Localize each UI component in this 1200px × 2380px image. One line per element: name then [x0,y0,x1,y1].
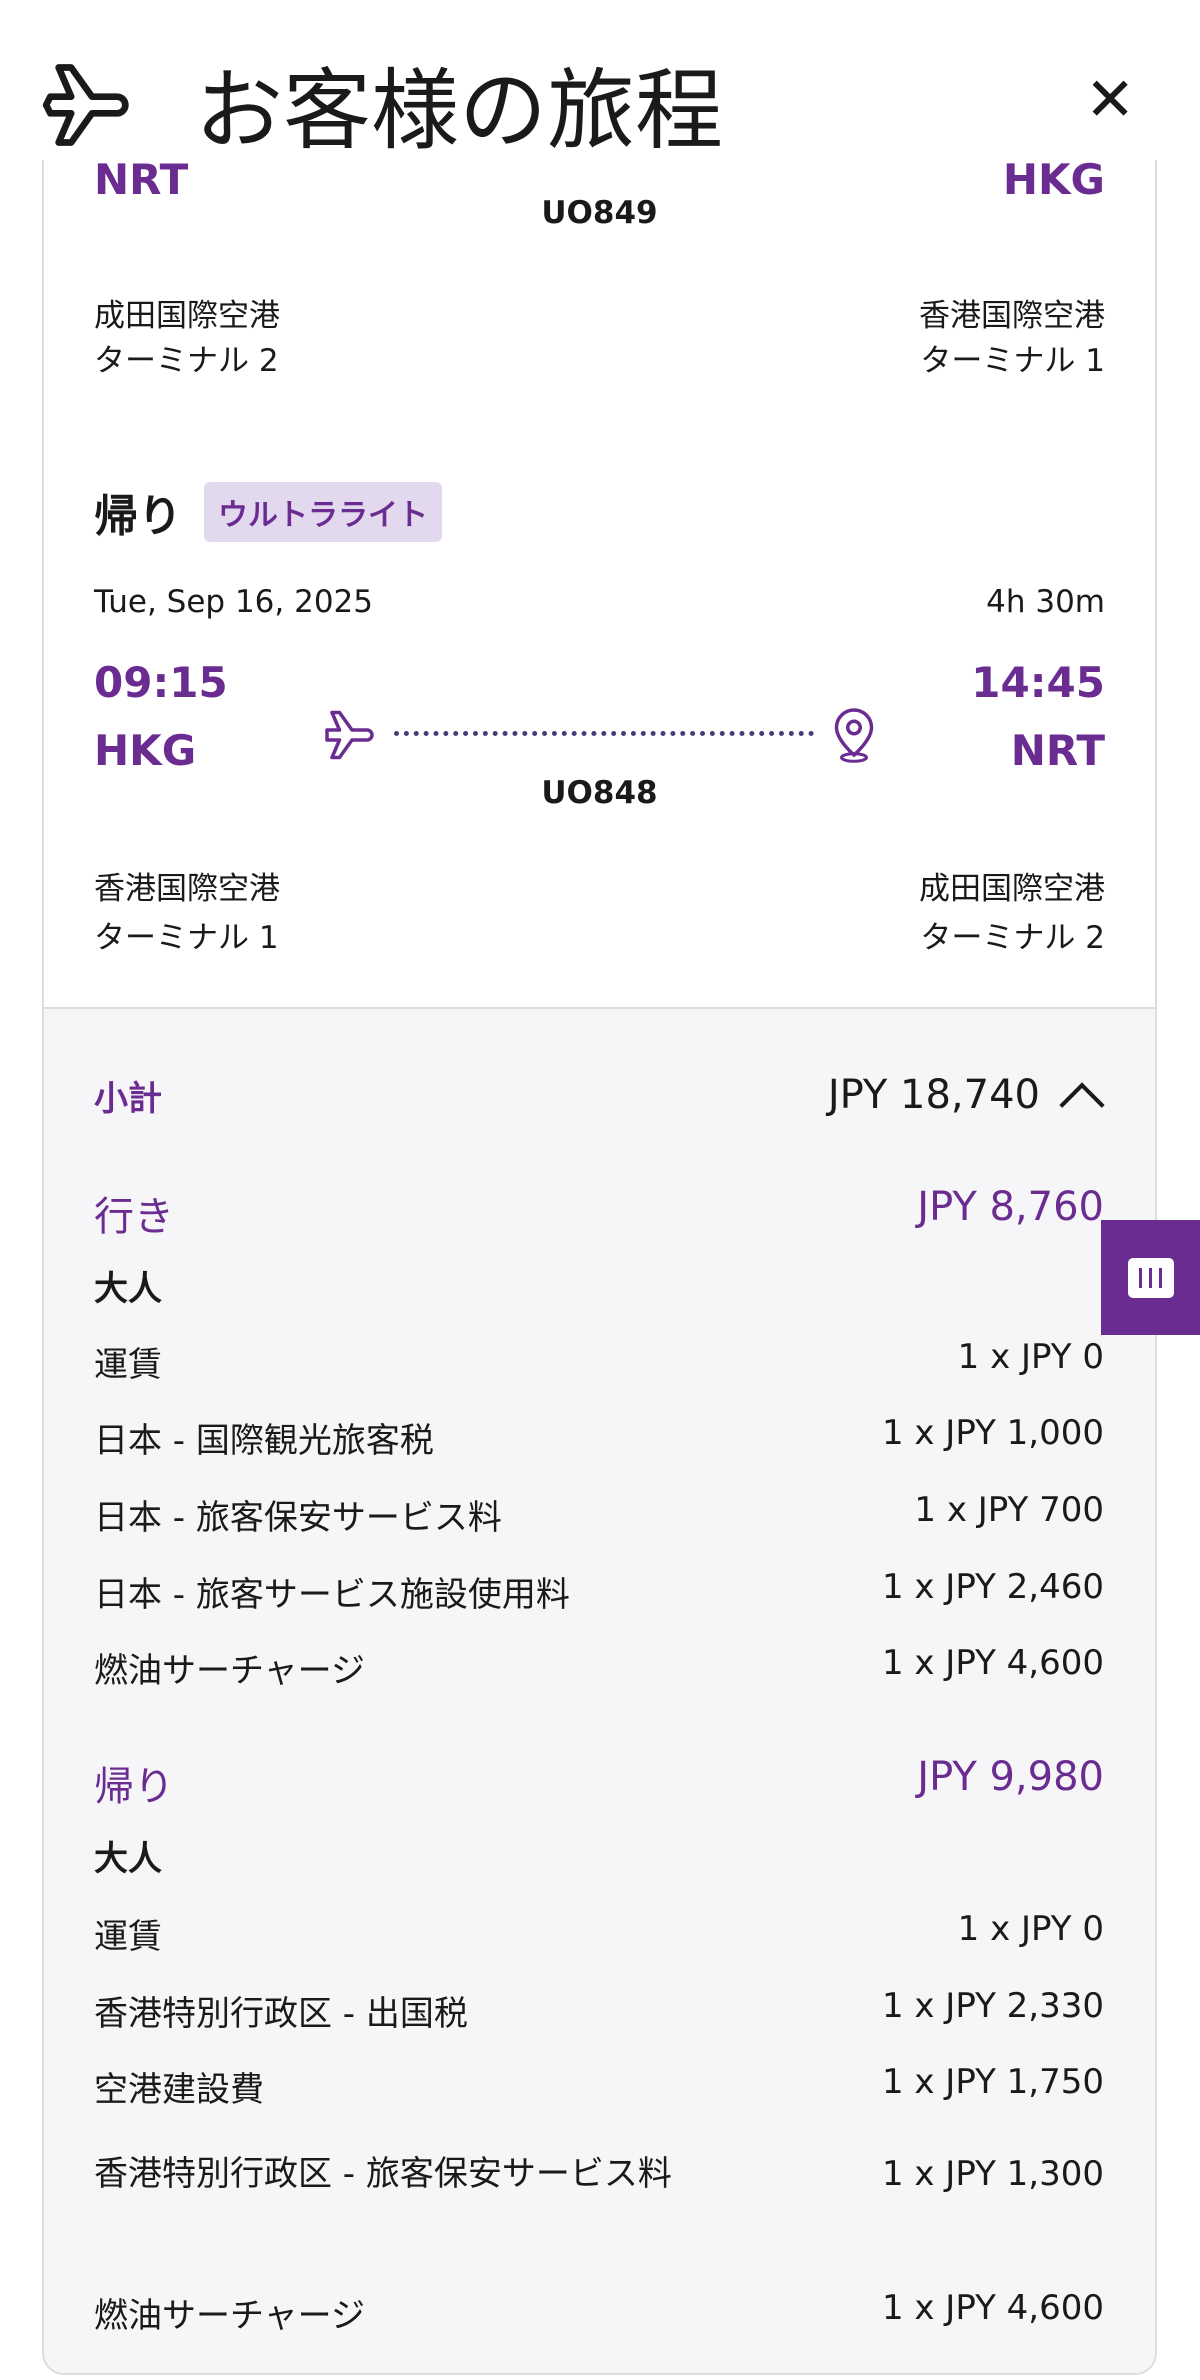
outbound-pax: 大人 [94,1261,1104,1310]
fee-name: 日本 - 旅客サービス施設使用料 [94,1575,570,1615]
outbound-flight-number: UO849 [541,195,658,231]
fee-price: 1 x JPY 1,000 [881,1413,1104,1453]
chevron-up-icon[interactable] [1059,1082,1105,1128]
fee-row: 日本 - 旅客保安サービス料 1 x JPY 700 [94,1490,1104,1539]
outbound-section-total: JPY 8,760 [917,1184,1104,1230]
fee-row: 燃油サーチャージ 1 x JPY 4,600 [94,2288,1104,2337]
fee-price: 1 x JPY 2,460 [881,1567,1104,1607]
fee-name: 燃油サーチャージ [94,2296,365,2336]
return-from-code: HKG [94,726,197,775]
arrival-time: 14:45 [971,658,1105,707]
return-date: Tue, Sep 16, 2025 [94,584,373,620]
return-section-header: 帰り JPY 9,980 [94,1754,1104,1812]
fee-name: 日本 - 国際観光旅客税 [94,1421,434,1461]
fee-price: 1 x JPY 4,600 [881,1643,1104,1683]
flight-path-line [394,731,814,736]
fee-name: 運賃 [94,1345,162,1385]
fee-row: 空港建設費 1 x JPY 1,750 [94,2062,1104,2111]
price-summary: 小計 JPY 18,740 行き JPY 8,760 大人 運賃 1 x JPY 0… [44,1007,1155,2373]
outbound-to-code: HKG [1002,155,1105,204]
fee-name: 香港特別行政区 - 出国税 [94,1994,468,2034]
fee-row: 香港特別行政区 - 旅客保安サービス料 1 x JPY 1,300 [94,2136,1104,2212]
subtotal-label: 小計 [94,1078,162,1119]
fee-name: 香港特別行政区 - 旅客保安サービス料 [94,2154,672,2194]
outbound-section-label: 行き [94,1194,174,1240]
fee-price: 1 x JPY 0 [957,1337,1104,1377]
return-from-terminal: ターミナル 1 [94,920,279,956]
return-section-label: 帰り [94,1764,174,1810]
return-section-total: JPY 9,980 [917,1754,1104,1800]
return-to-airport: 成田国際空港 [919,871,1105,907]
columns-icon [1127,1257,1174,1298]
fee-name: 運賃 [94,1917,162,1957]
fee-row: 日本 - 旅客サービス施設使用料 1 x JPY 2,460 [94,1567,1104,1616]
return-flight-number: UO848 [541,775,658,811]
outbound-to-terminal: ターミナル 1 [920,343,1105,379]
page-title: お客様の旅程 [195,59,724,162]
fee-row: 運賃 1 x JPY 0 [94,1337,1104,1386]
fee-price: 1 x JPY 700 [914,1490,1104,1530]
fee-row: 運賃 1 x JPY 0 [94,1909,1104,1958]
return-header: 帰り ウルトラライト [94,480,442,544]
location-pin-icon [834,708,874,763]
outbound-from-code: NRT [94,155,189,204]
header: お客様の旅程 ✕ [0,0,1200,162]
pax-label: 大人 [94,1839,162,1879]
airplane-icon [325,710,374,760]
outbound-from-airport: 成田国際空港 [94,298,280,334]
outbound-to-airport: 香港国際空港 [919,298,1105,334]
return-to-code: NRT [1010,726,1105,775]
outbound-section-header: 行き JPY 8,760 [94,1184,1104,1242]
close-icon[interactable]: ✕ [1085,65,1136,135]
return-from-airport: 香港国際空港 [94,871,280,907]
itinerary-card: NRT HKG UO849 成田国際空港 ターミナル 2 香港国際空港 ターミナ… [42,150,1157,2375]
return-duration: 4h 30m [986,584,1105,620]
fee-price: 1 x JPY 0 [957,1909,1104,1949]
fee-price: 1 x JPY 4,600 [881,2288,1104,2328]
return-label: 帰り [94,491,182,542]
fare-badge: ウルトラライト [204,482,442,542]
pax-label: 大人 [94,1269,162,1309]
fee-price: 1 x JPY 1,300 [881,2154,1104,2194]
fee-price: 1 x JPY 2,330 [881,1986,1104,2026]
departure-time: 09:15 [94,658,228,707]
fee-price: 1 x JPY 1,750 [881,2062,1104,2102]
fee-row: 燃油サーチャージ 1 x JPY 4,600 [94,1643,1104,1692]
fee-name: 日本 - 旅客保安サービス料 [94,1498,502,1538]
fee-row: 香港特別行政区 - 出国税 1 x JPY 2,330 [94,1986,1104,2035]
fee-name: 空港建設費 [94,2070,264,2110]
subtotal-toggle[interactable]: 小計 JPY 18,740 [94,1069,1105,1128]
return-pax: 大人 [94,1831,1104,1880]
airplane-icon [42,64,129,146]
fee-row: 日本 - 国際観光旅客税 1 x JPY 1,000 [94,1413,1104,1462]
fee-name: 燃油サーチャージ [94,1651,365,1691]
return-to-terminal: ターミナル 2 [920,920,1105,956]
subtotal-amount: JPY 18,740 [827,1072,1040,1118]
outbound-from-terminal: ターミナル 2 [94,343,279,379]
side-panel-tab[interactable] [1101,1220,1200,1335]
